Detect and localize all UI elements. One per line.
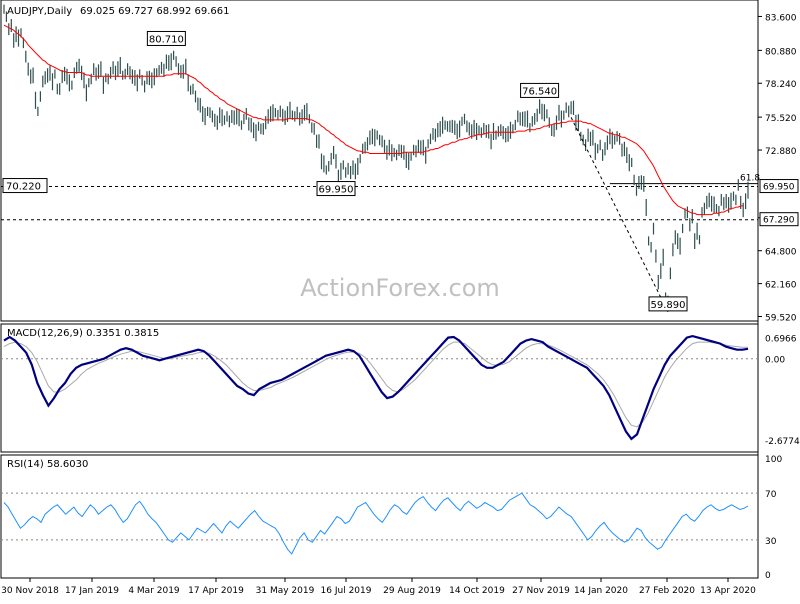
rsi-line xyxy=(3,492,749,555)
rsi-y-tick-label: 30 xyxy=(765,537,777,547)
price-y-tick-label: 80.880 xyxy=(765,47,797,57)
price-y-tick-label: 64.800 xyxy=(765,248,797,258)
annotation-label-3: 59.890 xyxy=(651,300,686,311)
fib-label: 61.8 xyxy=(740,174,760,184)
price-bars xyxy=(3,4,749,306)
level-label-right: 67.290 xyxy=(763,216,795,226)
x-tick-label: 14 Jan 2020 xyxy=(574,586,628,596)
symbol-label: AUDJPY,Daily xyxy=(7,6,72,17)
rsi-y-tick-label: 70 xyxy=(765,490,777,500)
rsi-y-tick-label: 0 xyxy=(765,571,771,581)
x-tick-label: 27 Feb 2020 xyxy=(639,586,695,596)
price-y-tick-label: 78.240 xyxy=(765,80,797,90)
watermark: ActionForex.com xyxy=(300,274,500,302)
x-axis: 30 Nov 2018 17 Jan 2019 4 Mar 2019 17 Apr 2… xyxy=(1,578,756,596)
x-tick-label: 29 Aug 2019 xyxy=(383,586,441,596)
x-tick-label: 27 Nov 2019 xyxy=(512,586,570,596)
level-label-left: 70.220 xyxy=(6,182,41,193)
x-tick-label: 31 May 2019 xyxy=(256,586,315,596)
annotation-label-2: 76.540 xyxy=(522,86,557,97)
trendline xyxy=(570,117,669,313)
price-layer: 83.60080.88078.24075.52072.88067.44064.8… xyxy=(1,4,799,324)
price-y-tick-label: 59.520 xyxy=(765,314,797,324)
price-y-tick-label: 62.160 xyxy=(765,281,797,291)
macd-line xyxy=(3,334,749,441)
macd-layer: 0.6966 0.00 -2.6774 xyxy=(1,335,800,447)
annotation-label-1: 69.950 xyxy=(319,185,354,196)
annotation-label-0: 80.710 xyxy=(149,34,184,45)
x-tick-label: 17 Jan 2019 xyxy=(65,586,119,596)
x-tick-label: 14 Oct 2019 xyxy=(449,586,505,596)
macd-signal-line xyxy=(3,341,748,428)
level-label-box-left xyxy=(2,178,48,194)
annotation-box-3 xyxy=(648,296,688,312)
x-tick-label: 4 Mar 2019 xyxy=(128,586,180,596)
price-y-tick-label: 83.600 xyxy=(765,13,797,23)
current-price-box xyxy=(759,179,799,194)
rsi-pane-frame xyxy=(0,454,759,579)
x-tick-label: 13 Apr 2020 xyxy=(700,586,756,596)
macd-y-tick-label: -2.6774 xyxy=(765,437,800,447)
price-y-tick-label: 72.880 xyxy=(765,147,797,157)
rsi-title: RSI(14) 58.6030 xyxy=(7,459,88,470)
macd-y-tick-label: 0.00 xyxy=(765,356,785,366)
annotation-box-0 xyxy=(146,30,186,46)
ohlc-label: 69.025 69.727 68.992 69.661 xyxy=(80,6,230,17)
price-pane-frame xyxy=(0,0,759,322)
level-label-box-right xyxy=(759,212,799,227)
rsi-y-tick-label: 100 xyxy=(765,455,782,465)
macd-title: MACD(12,26,9) 0.3351 0.3815 xyxy=(7,328,159,339)
sma-line xyxy=(3,24,744,216)
annotation-box-1 xyxy=(316,181,356,197)
x-tick-label: 30 Nov 2018 xyxy=(1,586,59,596)
x-tick-label: 16 Jul 2019 xyxy=(321,586,372,596)
current-price-label: 69.950 xyxy=(763,183,795,193)
x-tick-label: 17 Apr 2019 xyxy=(188,586,244,596)
price-y-tick-label: 75.520 xyxy=(765,114,797,124)
annotation-box-2 xyxy=(520,82,560,98)
rsi-layer: 100 70 30 0 xyxy=(1,455,782,581)
macd-y-tick-label: 0.6966 xyxy=(765,335,797,345)
